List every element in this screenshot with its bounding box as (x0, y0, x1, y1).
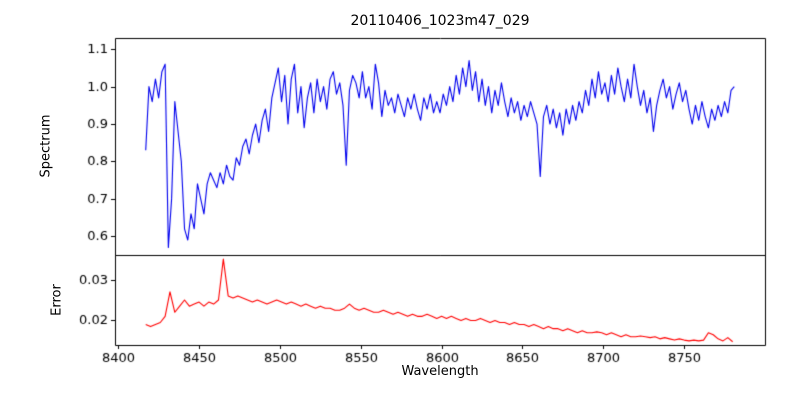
spectrum-axis-label: Spectrum (38, 114, 54, 178)
wavelength-axis-label: Wavelength (401, 364, 479, 379)
chart-title: 20110406_1023m47_029 (350, 13, 530, 29)
error-axis-label: Error (49, 284, 65, 316)
